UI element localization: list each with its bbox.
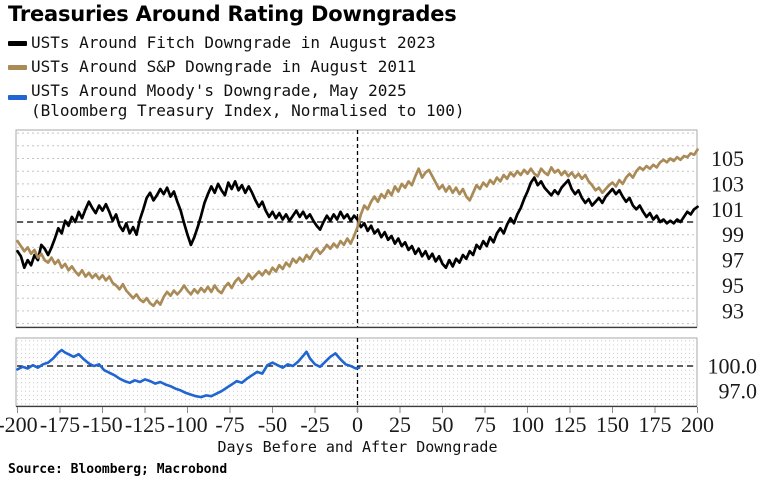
series-line-usts-around-fitch-downgrade-in-august-2023 (16, 176, 699, 270)
x-tick-label: 0 (352, 412, 363, 437)
legend-label-sp: USTs Around S&P Downgrade in August 2011 (31, 57, 417, 76)
source-note: Source: Bloomberg; Macrobond (8, 462, 228, 477)
main-y-tick-label: 103 (711, 171, 744, 196)
x-tick-label: -25 (300, 412, 329, 437)
series-line-usts-around-moody-s-downgrade-may-2025 (16, 348, 361, 399)
series-line-usts-around-s-p-downgrade-in-august-2011 (16, 148, 699, 308)
x-tick-label: -125 (125, 412, 165, 437)
main-y-tick-label: 101 (711, 197, 744, 222)
x-tick-label: 175 (639, 412, 672, 437)
main-y-tick-label: 99 (722, 222, 744, 247)
x-tick-label: -175 (40, 412, 80, 437)
x-tick-label: 125 (554, 412, 587, 437)
lower-y-tick-label: 97.0 (719, 379, 758, 404)
x-tick-label: -150 (82, 412, 122, 437)
legend-label-moodys: USTs Around Moody's Downgrade, May 2025 (31, 81, 407, 100)
x-tick-label: 75 (474, 412, 496, 437)
x-tick-label: 25 (389, 412, 411, 437)
legend-label-fitch: USTs Around Fitch Downgrade in August 20… (31, 33, 436, 52)
legend-item-moodys: USTs Around Moody's Downgrade, May 2025 … (8, 81, 464, 121)
lower-y-tick-label: 100.0 (708, 354, 758, 379)
legend-item-fitch: USTs Around Fitch Downgrade in August 20… (8, 33, 464, 53)
legend-sublabel-moodys: (Bloomberg Treasury Index, Normalised to… (31, 101, 465, 120)
x-tick-label: 100 (511, 412, 544, 437)
x-tick-label: 150 (596, 412, 629, 437)
x-tick-label: -100 (167, 412, 207, 437)
main-y-tick-label: 97 (722, 248, 744, 273)
x-tick-label: -50 (258, 412, 287, 437)
main-y-tick-label: 105 (711, 146, 744, 171)
lower-panel-border (15, 337, 698, 407)
x-tick-label: 200 (681, 412, 714, 437)
x-tick-label: -200 (0, 412, 38, 437)
legend-text-moodys: USTs Around Moody's Downgrade, May 2025 … (31, 81, 464, 121)
main-y-tick-label: 95 (722, 273, 744, 298)
legend-swatch-sp (8, 64, 27, 70)
main-y-tick-label: 93 (722, 298, 744, 323)
chart-title: Treasuries Around Rating Downgrades (8, 2, 457, 26)
x-axis-title: Days Before and After Downgrade (217, 438, 498, 456)
x-tick-label: 50 (432, 412, 454, 437)
legend: USTs Around Fitch Downgrade in August 20… (8, 33, 464, 121)
x-tick-label: -75 (215, 412, 244, 437)
legend-item-sp: USTs Around S&P Downgrade in August 2011 (8, 57, 464, 77)
legend-swatch-fitch (8, 40, 27, 46)
legend-swatch-moodys (8, 95, 27, 100)
